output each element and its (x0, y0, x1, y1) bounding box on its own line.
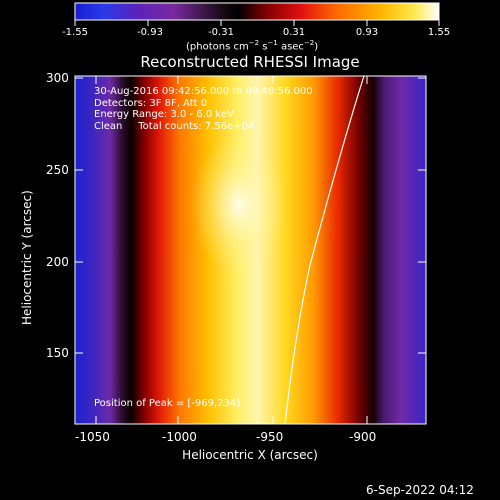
info-line: Detectors: 3F 8F, Att 0 (94, 97, 208, 109)
colorbar-ticks (74, 20, 440, 26)
info-line: 30-Aug-2016 09:42:56.000 to 09:48:56.000 (94, 86, 313, 97)
peak-position: Position of Peak = [-969,234] (94, 398, 241, 409)
colorbar (74, 2, 440, 26)
x-ticks (95, 76, 368, 424)
colorbar-tick-label: 1.55 (427, 27, 451, 38)
x-axis-label: Heliocentric X (arcsec) (182, 448, 318, 462)
x-tick-label: -900 (349, 430, 377, 444)
y-axis-label: Heliocentric Y (arcsec) (20, 190, 34, 325)
timestamp: 6-Sep-2022 04:12 (366, 483, 474, 497)
plot-title: Reconstructed RHESSI Image (140, 53, 360, 71)
colorbar-tick-label: -0.93 (137, 27, 163, 38)
emission-peak (190, 135, 286, 275)
colorbar-tick-label: 0.93 (355, 27, 379, 38)
colorbar-tick-label: 0.31 (282, 27, 306, 38)
colorbar-units: (photons cm−2 s−1 asec−2) (186, 39, 319, 53)
solar-limb-line (284, 76, 365, 424)
y-tick-label: 250 (46, 163, 69, 177)
x-tick-label: -950 (256, 430, 284, 444)
colorbar-tick-label: -0.31 (208, 27, 234, 38)
y-tick-label: 150 (46, 346, 69, 360)
observation-info: 30-Aug-2016 09:42:56.000 to 09:48:56.000… (94, 86, 313, 132)
colorbar-tick-label: -1.55 (62, 27, 88, 38)
y-ticks (75, 77, 426, 354)
y-tick-label: 300 (46, 71, 69, 85)
y-tick-label: 200 (46, 255, 69, 269)
plot-frame (74, 75, 427, 425)
x-tick-label: -1000 (162, 430, 197, 444)
info-line: Clean Total counts: 7.56e+04 (94, 120, 255, 132)
x-tick-label: -1050 (75, 430, 110, 444)
colorbar-gradient (74, 2, 440, 21)
info-line: Energy Range: 3.0 - 6.0 keV (94, 109, 234, 120)
